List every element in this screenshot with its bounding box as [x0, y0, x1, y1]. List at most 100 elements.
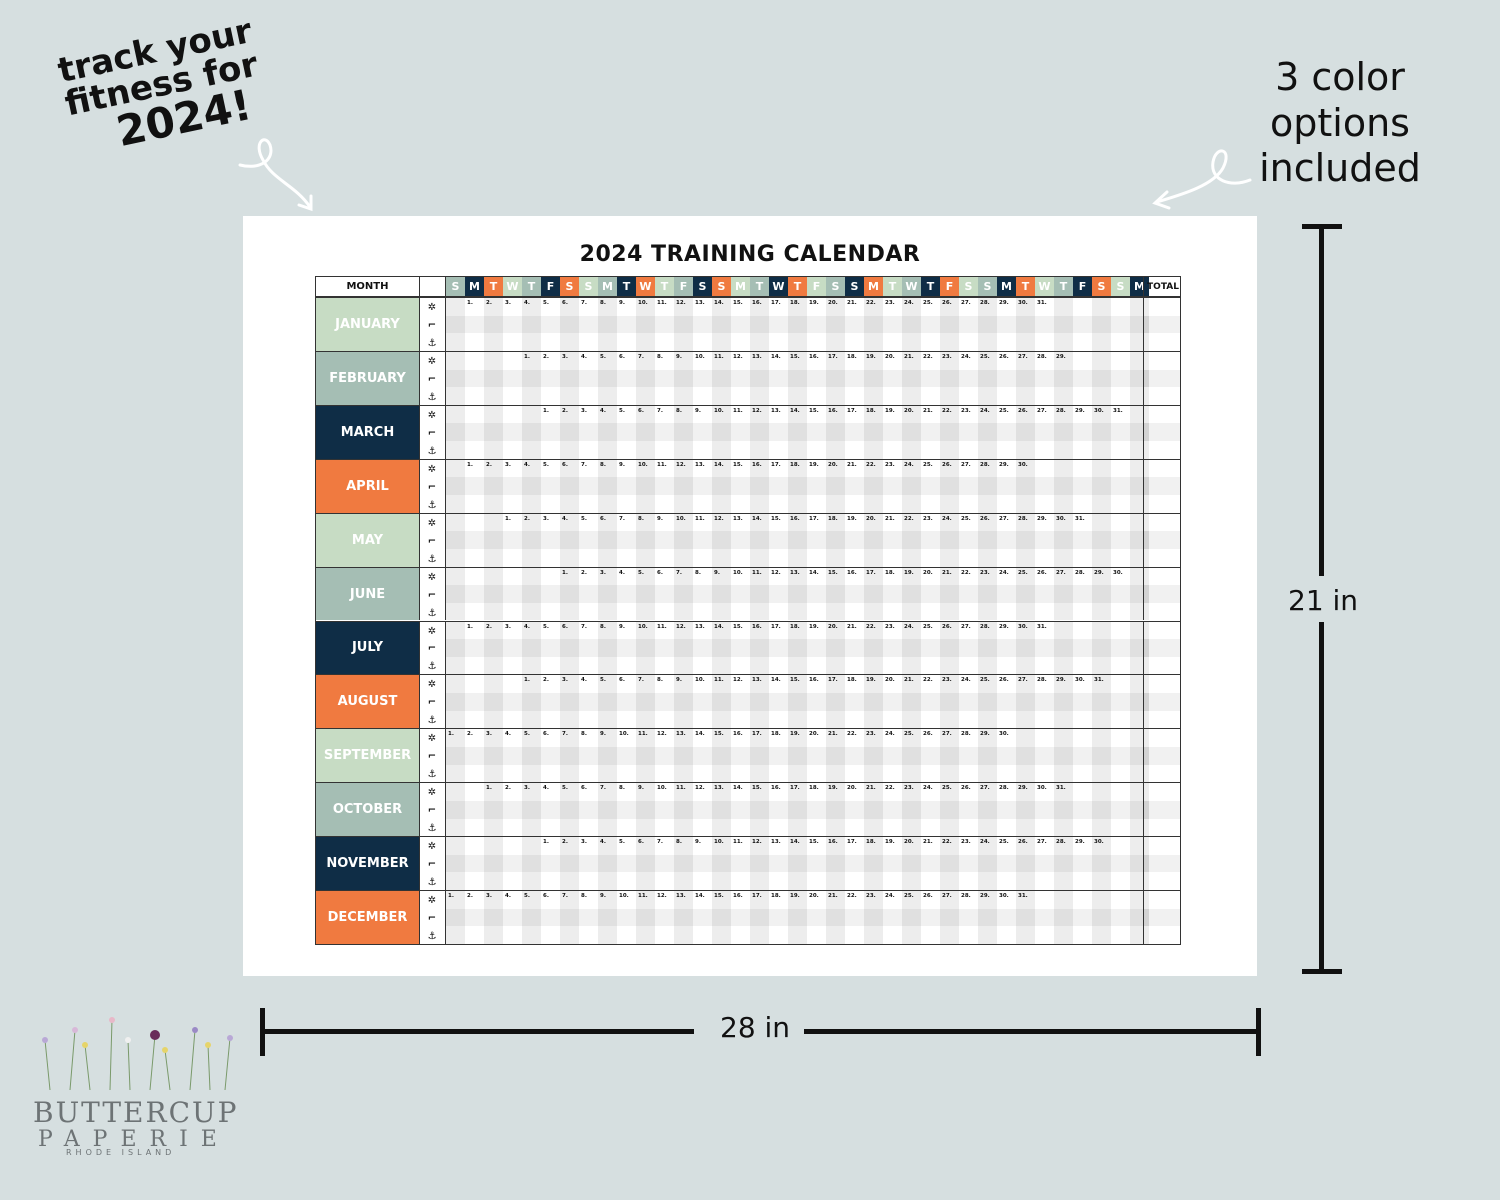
day-cell[interactable]: 10. [712, 837, 731, 891]
day-cell[interactable]: 1. [541, 406, 560, 459]
day-cell[interactable]: 4. [579, 675, 598, 728]
day-cell[interactable]: 24. [997, 568, 1016, 621]
day-cell[interactable]: 19. [864, 351, 883, 405]
day-cell[interactable]: 26. [1016, 405, 1035, 459]
day-cell[interactable] [1073, 460, 1092, 513]
day-cell[interactable] [1130, 459, 1149, 513]
day-cell[interactable]: 21. [921, 406, 940, 459]
day-cell[interactable]: 18. [788, 459, 807, 513]
day-cell[interactable]: 10. [712, 405, 731, 459]
day-cell[interactable]: 31. [1111, 406, 1130, 459]
day-cell[interactable] [446, 513, 465, 567]
day-cell[interactable]: 4. [522, 459, 541, 513]
day-cell[interactable]: 19. [807, 460, 826, 513]
day-cell[interactable]: 10. [655, 783, 674, 836]
day-cell[interactable]: 21. [826, 891, 845, 944]
day-cell[interactable]: 9. [655, 514, 674, 567]
day-cell[interactable]: 17. [750, 729, 769, 783]
day-cell[interactable]: 13. [769, 406, 788, 459]
day-cell[interactable]: 3. [560, 351, 579, 405]
day-cell[interactable]: 22. [864, 621, 883, 675]
day-cell[interactable]: 17. [769, 298, 788, 351]
day-cell[interactable]: 11. [750, 567, 769, 621]
day-cell[interactable]: 12. [674, 298, 693, 351]
day-cell[interactable]: 20. [807, 891, 826, 944]
day-cell[interactable]: 2. [541, 352, 560, 405]
day-cell[interactable]: 15. [712, 729, 731, 783]
day-cell[interactable]: 16. [845, 568, 864, 621]
day-cell[interactable]: 27. [1035, 837, 1054, 890]
day-cell[interactable]: 24. [902, 298, 921, 351]
day-cell[interactable]: 1. [541, 837, 560, 890]
day-cell[interactable]: 24. [959, 352, 978, 405]
day-cell[interactable]: 9. [693, 406, 712, 459]
day-cell[interactable]: 27. [1035, 406, 1054, 459]
day-cell[interactable]: 2. [560, 405, 579, 459]
day-cell[interactable]: 2. [541, 675, 560, 728]
day-cell[interactable] [1092, 729, 1111, 783]
day-cell[interactable]: 15. [807, 837, 826, 890]
day-cell[interactable] [1016, 729, 1035, 783]
day-cell[interactable]: 20. [845, 783, 864, 836]
day-cell[interactable]: 25. [959, 514, 978, 567]
day-cell[interactable]: 21. [826, 729, 845, 783]
day-cell[interactable] [541, 568, 560, 621]
day-cell[interactable]: 8. [693, 568, 712, 621]
day-cell[interactable]: 5. [522, 729, 541, 783]
day-cell[interactable]: 8. [598, 621, 617, 675]
day-cell[interactable]: 28. [997, 783, 1016, 836]
day-cell[interactable]: 9. [674, 675, 693, 729]
day-cell[interactable]: 10. [636, 621, 655, 675]
day-cell[interactable] [1130, 567, 1149, 621]
day-cell[interactable]: 27. [1054, 567, 1073, 621]
day-cell[interactable]: 6. [560, 621, 579, 675]
day-cell[interactable]: 23. [864, 729, 883, 783]
day-cell[interactable]: 16. [731, 729, 750, 782]
day-cell[interactable]: 31. [1016, 891, 1035, 944]
day-cell[interactable]: 28. [959, 729, 978, 782]
day-cell[interactable]: 26. [921, 729, 940, 782]
day-cell[interactable] [1130, 891, 1149, 944]
day-cell[interactable]: 8. [655, 352, 674, 405]
day-cell[interactable]: 29. [997, 622, 1016, 675]
day-cell[interactable]: 13. [769, 837, 788, 890]
day-cell[interactable] [1130, 729, 1149, 783]
day-cell[interactable]: 26. [959, 783, 978, 836]
day-cell[interactable]: 11. [655, 460, 674, 513]
day-cell[interactable]: 22. [864, 459, 883, 513]
day-cell[interactable]: 7. [579, 460, 598, 513]
day-cell[interactable]: 8. [598, 459, 617, 513]
month-total-cell[interactable] [1143, 351, 1180, 405]
day-cell[interactable]: 7. [560, 891, 579, 944]
day-cell[interactable]: 14. [807, 568, 826, 621]
day-cell[interactable] [446, 351, 465, 405]
month-total-cell[interactable] [1143, 891, 1180, 944]
day-cell[interactable]: 24. [883, 729, 902, 782]
day-cell[interactable]: 23. [978, 567, 997, 621]
day-cell[interactable]: 11. [636, 729, 655, 783]
day-cell[interactable]: 21. [940, 567, 959, 621]
day-cell[interactable] [1073, 891, 1092, 944]
day-cell[interactable]: 16. [750, 459, 769, 513]
day-cell[interactable]: 30. [997, 891, 1016, 944]
day-cell[interactable]: 25. [921, 460, 940, 513]
day-cell[interactable]: 22. [864, 298, 883, 351]
day-cell[interactable]: 3. [579, 837, 598, 890]
day-cell[interactable]: 16. [750, 298, 769, 351]
day-cell[interactable]: 28. [1035, 352, 1054, 405]
day-cell[interactable]: 14. [693, 891, 712, 944]
day-cell[interactable]: 13. [693, 622, 712, 675]
day-cell[interactable]: 17. [826, 351, 845, 405]
day-cell[interactable]: 17. [864, 567, 883, 621]
day-cell[interactable]: 4. [598, 837, 617, 891]
day-cell[interactable]: 10. [674, 513, 693, 567]
day-cell[interactable]: 18. [864, 405, 883, 459]
day-cell[interactable]: 2. [484, 459, 503, 513]
day-cell[interactable]: 9. [617, 298, 636, 351]
day-cell[interactable]: 13. [788, 567, 807, 621]
day-cell[interactable]: 4. [541, 783, 560, 836]
day-cell[interactable]: 31. [1054, 783, 1073, 837]
day-cell[interactable]: 30. [1092, 405, 1111, 459]
day-cell[interactable]: 10. [693, 352, 712, 405]
day-cell[interactable]: 25. [978, 675, 997, 729]
